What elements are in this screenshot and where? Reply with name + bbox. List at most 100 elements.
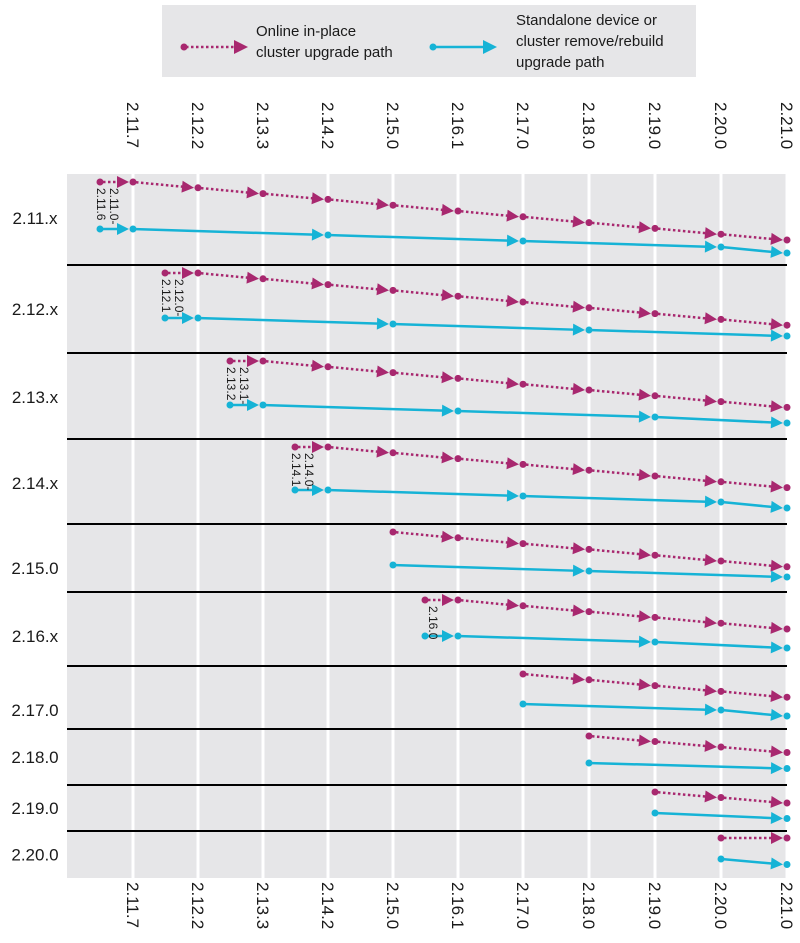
- path-start-dot: [717, 557, 725, 565]
- path-start-dot: [194, 269, 202, 277]
- path-start-dot: [259, 401, 267, 409]
- standalone-upgrade-step: [651, 809, 791, 824]
- bottom-version-label: 2.20.0: [711, 882, 730, 929]
- path-line: [525, 702, 708, 711]
- online-upgrade-step: [324, 443, 389, 458]
- online-upgrade-step: [717, 619, 791, 634]
- path-arrowhead: [770, 795, 783, 808]
- online-upgrade-step: [259, 190, 324, 205]
- top-version-label: 2.11.7: [123, 102, 142, 148]
- online-upgrade-step: [291, 441, 324, 453]
- path-arrowhead: [441, 404, 454, 417]
- path-arrowhead: [638, 221, 651, 234]
- path-arrowhead: [638, 635, 651, 648]
- path-arrowhead: [441, 203, 454, 216]
- path-arrowhead: [441, 451, 454, 464]
- path-arrowhead: [182, 267, 194, 279]
- standalone-upgrade-step: [454, 407, 651, 423]
- path-line: [265, 403, 445, 412]
- path-start-dot: [259, 357, 267, 365]
- online-upgrade-step: [389, 528, 454, 543]
- path-arrowhead: [770, 708, 783, 721]
- path-line: [330, 233, 510, 242]
- online-upgrade-step: [194, 184, 259, 199]
- path-start-dot: [585, 759, 593, 767]
- path-end-dot: [783, 799, 791, 807]
- top-version-label: 2.17.0: [513, 102, 532, 149]
- bottom-version-label: 2.13.3: [253, 882, 272, 929]
- path-end-dot: [783, 834, 791, 842]
- path-arrowhead: [441, 289, 454, 302]
- path-start-dot: [454, 596, 462, 604]
- path-start-dot: [291, 443, 299, 451]
- start-range-label: 2.14.0-2.14.1: [289, 453, 316, 490]
- path-arrowhead: [704, 474, 717, 487]
- path-line: [330, 488, 510, 497]
- path-line: [525, 301, 576, 309]
- path-start-dot: [129, 178, 137, 186]
- path-arrowhead: [770, 621, 783, 634]
- online-upgrade-step: [717, 687, 791, 703]
- path-arrowhead: [311, 277, 324, 290]
- path-end-dot: [783, 403, 791, 411]
- path-start-dot: [454, 632, 462, 640]
- path-arrowhead: [572, 564, 585, 577]
- group-label-2.14.x: 2.14.x: [12, 474, 59, 493]
- path-arrowhead: [770, 857, 783, 870]
- path-end-dot: [783, 332, 791, 340]
- path-line: [330, 198, 380, 206]
- path-line: [591, 735, 642, 742]
- path-line: [265, 360, 315, 368]
- path-line: [723, 560, 774, 568]
- path-end-dot: [783, 236, 791, 244]
- path-end-dot: [783, 625, 791, 633]
- path-arrowhead: [312, 484, 324, 496]
- path-arrowhead: [572, 463, 585, 476]
- path-line: [657, 554, 708, 562]
- standalone-upgrade-step: [324, 486, 519, 502]
- group-label-2.13.x: 2.13.x: [12, 388, 59, 407]
- path-line: [525, 383, 576, 391]
- path-start-dot: [585, 732, 593, 740]
- path-arrowhead: [442, 594, 454, 606]
- path-end-dot: [783, 749, 791, 756]
- path-line: [591, 328, 774, 337]
- path-arrowhead: [770, 232, 783, 245]
- online-upgrade-step: [389, 369, 454, 384]
- group-label-2.20.0: 2.20.0: [11, 846, 58, 865]
- path-arrowhead: [770, 690, 783, 703]
- path-arrowhead: [638, 468, 651, 481]
- path-start-dot: [389, 528, 397, 536]
- path-arrowhead: [704, 684, 717, 697]
- path-arrowhead: [704, 312, 717, 325]
- path-line: [395, 371, 445, 379]
- path-line: [460, 599, 510, 607]
- online-upgrade-step: [717, 743, 791, 758]
- path-arrowhead: [117, 223, 129, 235]
- group-label-2.12.x: 2.12.x: [12, 300, 59, 319]
- path-arrowhead: [376, 317, 389, 330]
- path-start-dot: [585, 567, 593, 575]
- path-start-dot: [96, 225, 104, 233]
- online-upgrade-step: [585, 608, 651, 623]
- online-upgrade-step: [421, 594, 454, 606]
- online-upgrade-step: [717, 557, 791, 572]
- online-upgrade-step: [259, 357, 324, 372]
- online-upgrade-step: [226, 355, 259, 367]
- path-arrowhead: [638, 734, 651, 747]
- path-start-dot: [717, 398, 725, 406]
- path-end-dot: [783, 693, 791, 701]
- standalone-legend-arrow: [429, 40, 497, 54]
- path-arrowhead: [442, 630, 454, 642]
- group-label-2.11.x: 2.11.x: [12, 209, 58, 228]
- standalone-upgrade-step: [519, 492, 717, 508]
- path-arrowhead: [506, 209, 519, 222]
- path-start-dot: [324, 231, 332, 239]
- online-upgrade-step: [519, 670, 585, 685]
- online-legend-arrow: [180, 40, 248, 54]
- top-version-label: 2.16.1: [448, 102, 467, 149]
- standalone-upgrade-step: [389, 320, 585, 336]
- online-upgrade-step: [585, 545, 651, 561]
- path-line: [657, 811, 774, 820]
- online-upgrade-step: [389, 449, 454, 464]
